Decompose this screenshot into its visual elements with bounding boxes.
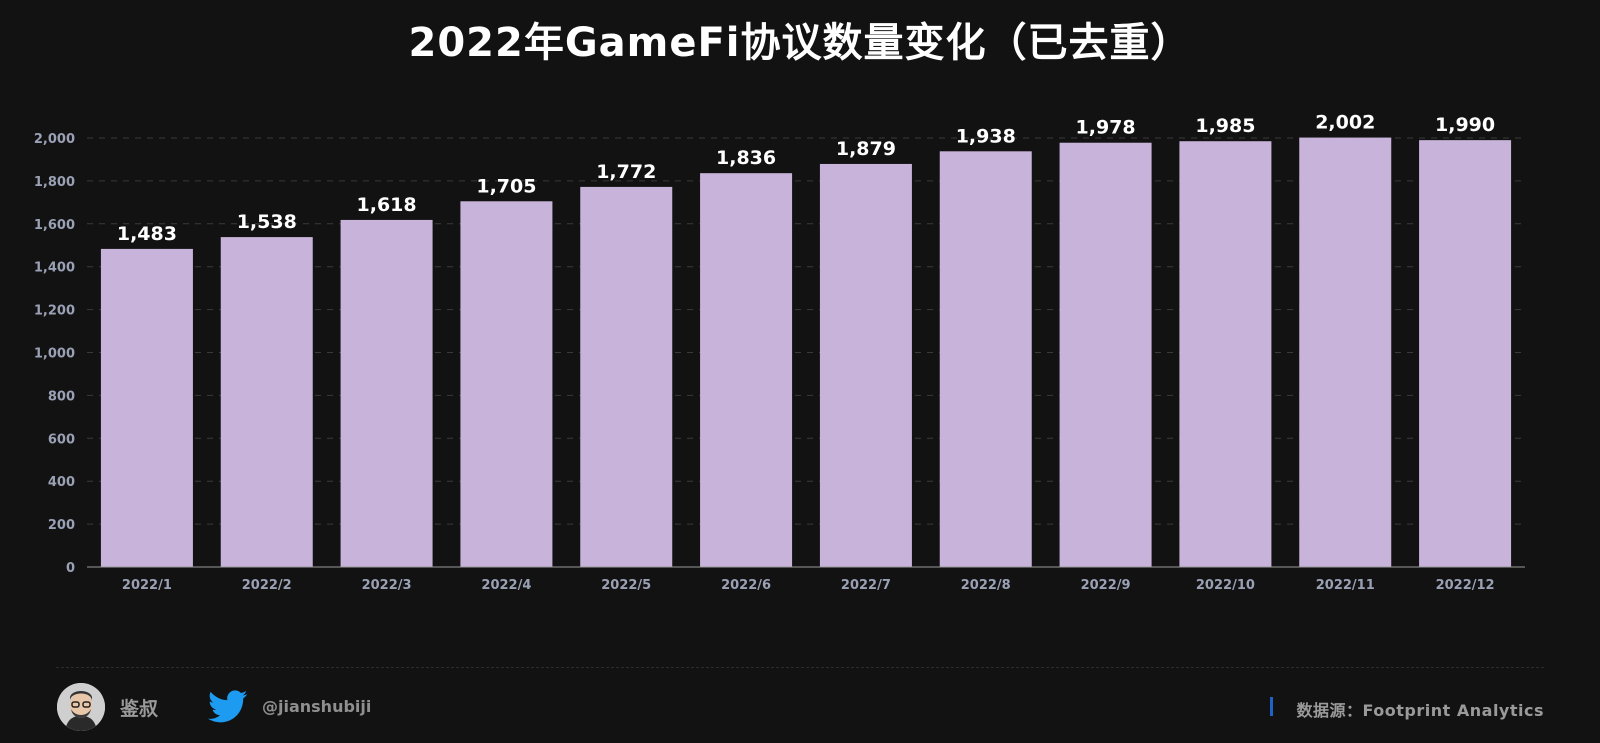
- data-label: 1,538: [237, 211, 297, 233]
- y-tick-label: 2,000: [34, 132, 75, 147]
- y-tick-label: 800: [48, 389, 75, 404]
- y-tick-label: 400: [48, 475, 75, 490]
- avatar-image: [57, 683, 105, 731]
- bar: [100, 248, 193, 568]
- data-label: 1,879: [836, 138, 896, 160]
- bar: [700, 173, 793, 568]
- x-tick-label: 2022/12: [1436, 578, 1495, 593]
- y-tick-label: 1,000: [34, 347, 75, 362]
- bar: [340, 219, 433, 567]
- x-tick-label: 2022/10: [1196, 578, 1255, 593]
- chart-title: 2022年GameFi协议数量变化（已去重）: [408, 20, 1192, 66]
- bar: [580, 186, 673, 567]
- data-label: 1,705: [476, 175, 536, 197]
- data-label: 1,938: [956, 125, 1016, 147]
- x-tick-label: 2022/8: [961, 578, 1011, 593]
- data-label: 1,990: [1435, 114, 1495, 136]
- source-accent-bar: [1270, 697, 1273, 716]
- data-labels: 1,483 1,538 1,618 1,705 1,772 1,836 1,879 1,938…: [117, 112, 1495, 245]
- y-tick-label: 1,400: [34, 261, 75, 276]
- data-label: 1,836: [716, 147, 776, 169]
- bar: [460, 201, 553, 567]
- y-tick-label: 1,600: [34, 218, 75, 233]
- bars: [100, 137, 1512, 568]
- bar: [220, 237, 313, 567]
- y-tick-label: 600: [48, 432, 75, 447]
- x-tick-label: 2022/1: [122, 578, 172, 593]
- x-tick-label: 2022/5: [601, 578, 651, 593]
- y-tick-label: 200: [48, 518, 75, 533]
- twitter-handle: @jianshubiji: [262, 697, 372, 716]
- x-axis-ticks: 2022/1 2022/2 2022/3 2022/4 2022/5 2022/6 2022…: [122, 578, 1495, 593]
- author-name: 鉴叔: [120, 698, 159, 720]
- data-label: 1,985: [1195, 115, 1255, 137]
- data-label: 1,618: [357, 194, 417, 216]
- twitter-bird-icon: [208, 690, 248, 723]
- y-axis-ticks: 0 200 400 600 800 1,000 1,200 1,400 1,600 1,800 2,…: [34, 132, 75, 576]
- x-tick-label: 2022/11: [1316, 578, 1375, 593]
- x-tick-label: 2022/7: [841, 578, 891, 593]
- y-tick-label: 0: [66, 561, 75, 576]
- data-label: 1,483: [117, 223, 177, 245]
- bar: [1179, 141, 1272, 567]
- y-tick-label: 1,800: [34, 175, 75, 190]
- bar: [1419, 140, 1512, 567]
- x-tick-label: 2022/4: [481, 578, 531, 593]
- x-tick-label: 2022/2: [242, 578, 292, 593]
- x-tick-label: 2022/6: [721, 578, 771, 593]
- bar: [1059, 142, 1152, 567]
- bar: [1299, 137, 1392, 568]
- data-label: 2,002: [1315, 112, 1375, 134]
- x-tick-label: 2022/3: [362, 578, 412, 593]
- avatar-illustration: [57, 683, 105, 731]
- y-tick-label: 1,200: [34, 304, 75, 319]
- x-tick-label: 2022/9: [1081, 578, 1131, 593]
- bar: [819, 163, 912, 567]
- data-label: 1,978: [1076, 117, 1136, 139]
- data-source-label: 数据源：Footprint Analytics: [1296, 701, 1544, 720]
- footer-divider: [56, 667, 1544, 668]
- data-label: 1,772: [596, 161, 656, 183]
- bar: [939, 151, 1032, 567]
